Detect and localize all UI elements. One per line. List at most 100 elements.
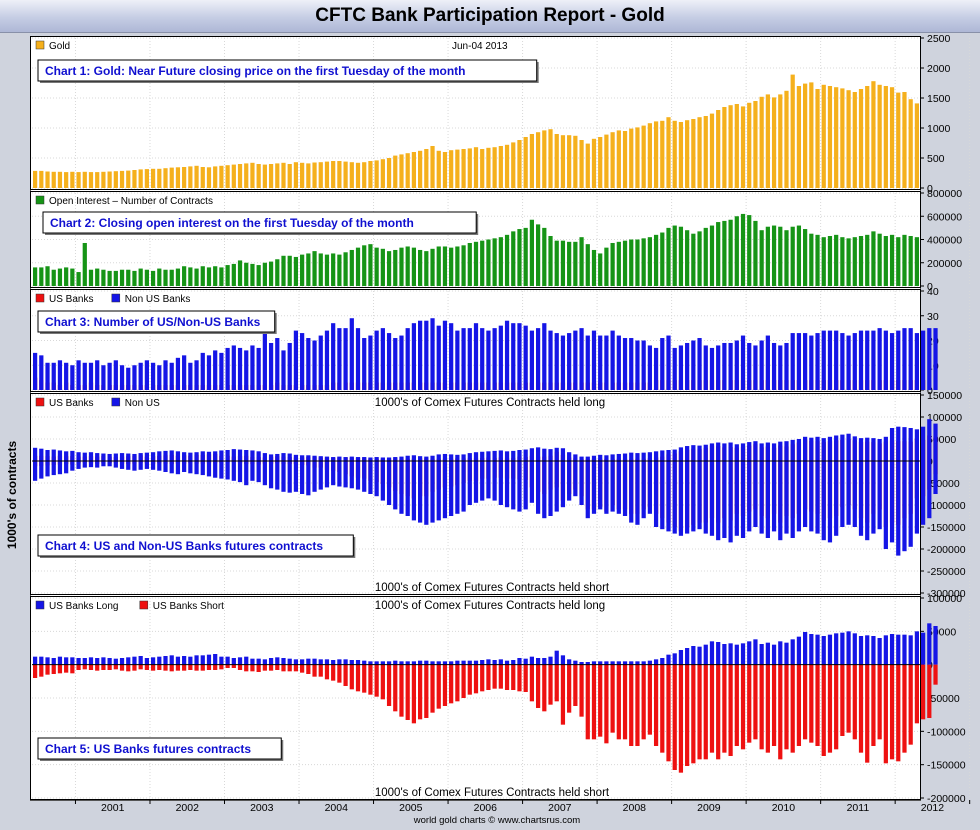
bar	[386, 664, 392, 706]
bar	[424, 149, 429, 188]
bar	[95, 268, 100, 286]
bar	[293, 256, 299, 286]
bar	[803, 436, 808, 461]
bar	[834, 461, 839, 536]
bar	[194, 360, 199, 390]
bar	[275, 657, 280, 665]
bar	[70, 657, 75, 665]
bar	[734, 644, 739, 665]
bar	[511, 660, 516, 665]
bar	[622, 453, 628, 461]
bar	[219, 165, 224, 188]
bar	[560, 664, 566, 725]
bar	[753, 664, 758, 740]
bar	[219, 664, 224, 670]
bar	[250, 664, 255, 672]
bar	[82, 461, 87, 468]
bar	[573, 330, 578, 390]
bar	[275, 664, 280, 670]
bar	[784, 664, 789, 750]
bar	[461, 461, 466, 512]
x-tick-label: 2006	[474, 802, 498, 814]
bar	[709, 641, 715, 665]
bar	[927, 328, 932, 390]
bar	[796, 461, 802, 532]
bar	[635, 239, 640, 286]
bar	[442, 453, 448, 461]
bar	[535, 461, 541, 514]
legend-swatch	[35, 397, 45, 407]
bar	[225, 664, 230, 668]
y-tick-label: -50000	[927, 478, 960, 490]
bar	[138, 656, 143, 665]
bar	[803, 83, 808, 188]
bar	[914, 237, 920, 286]
bar	[529, 330, 534, 390]
bar	[629, 661, 634, 665]
bar	[803, 461, 808, 527]
y-tick-label: 2500	[927, 33, 951, 45]
bar	[418, 660, 423, 665]
bar	[424, 660, 429, 665]
bar	[213, 654, 218, 665]
bar	[504, 451, 510, 461]
bar	[486, 659, 491, 665]
bar	[896, 330, 901, 390]
bar	[641, 340, 646, 390]
bar	[865, 437, 870, 461]
bar	[355, 162, 361, 188]
bar	[889, 461, 895, 543]
bar	[268, 454, 274, 461]
bar	[591, 330, 597, 390]
bar	[840, 237, 845, 286]
bar	[343, 659, 348, 665]
bar	[306, 664, 311, 674]
bar	[107, 453, 112, 461]
bar	[312, 664, 317, 677]
bar	[790, 439, 795, 461]
bar	[653, 664, 659, 746]
bar	[306, 163, 311, 188]
bar	[455, 330, 460, 390]
bar	[76, 172, 81, 188]
legend-label: US Banks	[49, 398, 93, 409]
legend-label: US Banks	[49, 294, 93, 305]
bar	[852, 461, 857, 527]
bar	[399, 461, 404, 514]
bar	[150, 452, 156, 461]
bar	[430, 146, 435, 188]
bar	[132, 270, 137, 286]
bar	[194, 655, 199, 665]
bar	[560, 135, 566, 188]
bar	[430, 455, 435, 461]
bar	[865, 234, 870, 286]
bar	[188, 664, 193, 670]
bar	[660, 461, 665, 530]
legend-swatch	[111, 293, 121, 303]
bar	[803, 333, 808, 390]
bar	[200, 266, 205, 286]
bar	[846, 631, 851, 665]
bar	[126, 453, 131, 461]
bar	[653, 121, 659, 188]
bar	[747, 342, 752, 390]
bar	[840, 632, 845, 665]
bar	[703, 116, 708, 188]
bar	[591, 664, 597, 740]
bar	[858, 636, 864, 665]
y-tick-label: 800000	[927, 188, 962, 200]
bar	[312, 251, 317, 286]
bar	[902, 234, 907, 286]
bar	[846, 90, 851, 188]
bar	[685, 446, 690, 461]
bar	[64, 461, 69, 474]
bar	[840, 664, 845, 736]
bar	[293, 162, 299, 188]
bar	[759, 443, 764, 461]
bar	[343, 328, 348, 390]
bar	[113, 461, 118, 468]
y-tick-label: -250000	[927, 566, 966, 578]
bar	[796, 225, 802, 286]
bar	[523, 461, 528, 510]
bar	[784, 230, 789, 286]
